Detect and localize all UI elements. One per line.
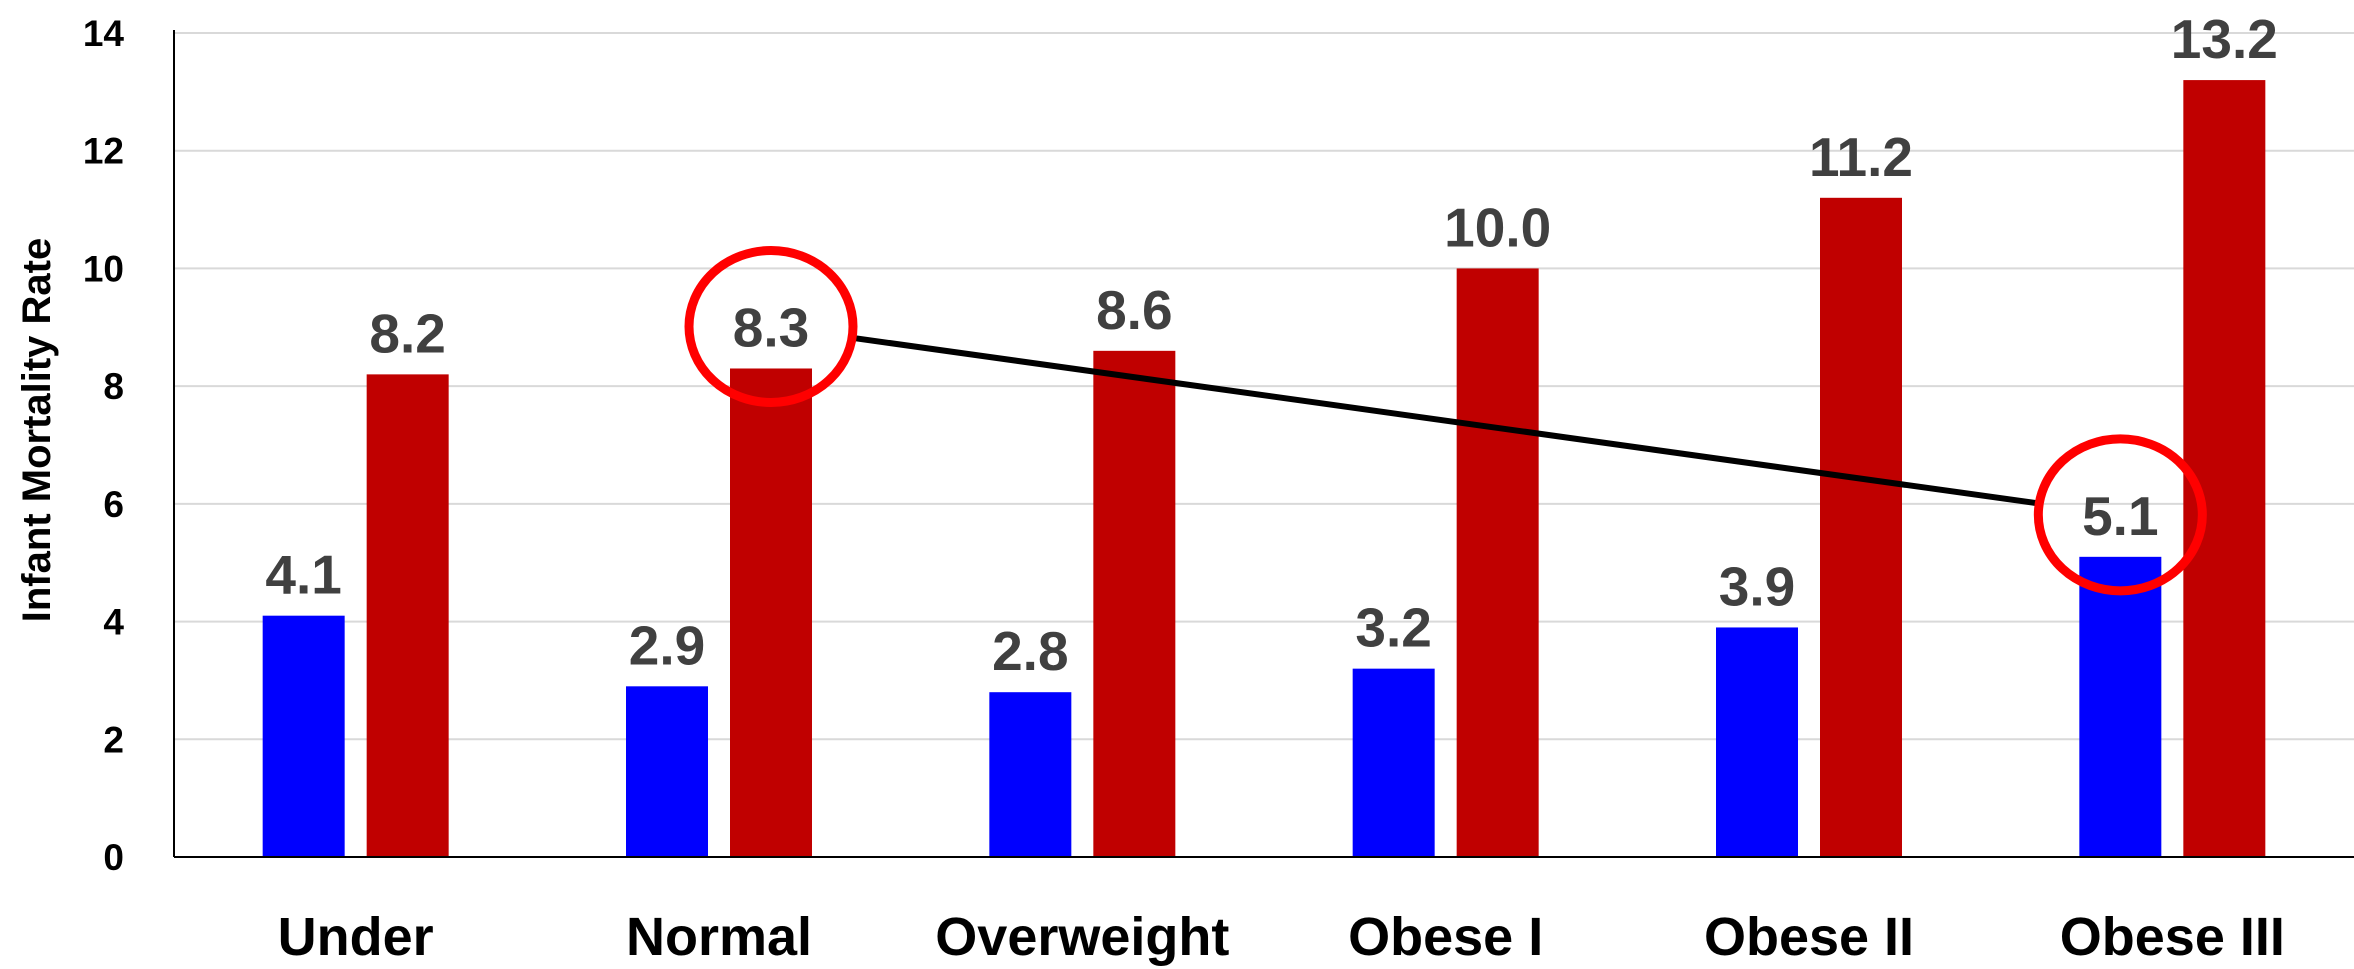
category-label: Obese I: [1348, 907, 1543, 967]
data-label: 10.0: [1444, 196, 1551, 258]
y-tick-label: 8: [103, 366, 124, 407]
bar: [1716, 627, 1798, 857]
bar: [1820, 197, 1902, 858]
y-tick-label: 0: [103, 837, 124, 878]
category-label: Overweight: [935, 907, 1229, 967]
data-label: 2.8: [992, 620, 1068, 682]
bar: [626, 686, 708, 857]
category-label: Normal: [626, 907, 812, 967]
category-label: Under: [278, 907, 434, 967]
bar: [989, 692, 1072, 857]
bar: [1093, 350, 1176, 857]
y-axis-title: Infant Mortality Rate: [15, 238, 59, 622]
y-tick-label: 10: [83, 248, 124, 289]
highlight-circle: [684, 245, 858, 407]
data-label: 5.1: [2082, 485, 2158, 547]
gridlines: [174, 32, 2354, 741]
bar: [2183, 80, 2266, 858]
bar: [262, 615, 345, 857]
bar: [1352, 668, 1435, 857]
data-label: 3.9: [1719, 555, 1795, 617]
y-tick-labels: 0 2 4 6 8 10 12 14: [83, 13, 125, 878]
connector-line: [851, 334, 2040, 507]
category-label: Obese II: [1704, 907, 1914, 967]
annotations: [684, 245, 2207, 596]
data-label: 4.1: [265, 544, 341, 606]
axes: [173, 30, 2354, 858]
category-label: Obese III: [2060, 907, 2285, 967]
data-label: 2.9: [629, 614, 705, 676]
highlight-circle: [2033, 434, 2207, 596]
data-label: 8.3: [733, 296, 809, 358]
y-tick-label: 2: [103, 719, 124, 760]
y-tick-label: 4: [103, 602, 124, 643]
bars: [262, 80, 2266, 858]
y-tick-label: 6: [103, 484, 124, 525]
data-labels: 4.1 8.2 2.9 8.3 2.8 8.6 3.2 10.0 3.9 11.2 5.1 13.2: [265, 8, 2277, 682]
bar: [730, 368, 812, 857]
data-label: 13.2: [2171, 8, 2278, 70]
data-label: 8.6: [1096, 279, 1172, 341]
y-tick-label: 12: [83, 131, 124, 172]
bar: [1456, 268, 1539, 857]
bar: [366, 374, 449, 857]
data-label: 11.2: [1809, 126, 1913, 188]
data-label: 3.2: [1355, 597, 1431, 659]
y-tick-label: 14: [83, 13, 125, 54]
bar: [2079, 556, 2162, 857]
category-labels: Under Normal Overweight Obese I Obese II Obes…: [278, 907, 2285, 967]
data-label: 8.2: [369, 302, 445, 364]
